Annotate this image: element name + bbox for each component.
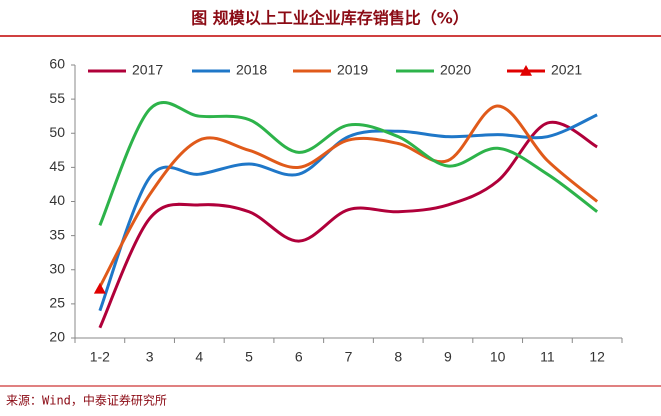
legend-label: 2018 xyxy=(236,62,267,78)
series-line xyxy=(98,104,599,288)
y-tick-label: 55 xyxy=(49,90,65,106)
x-tick-label: 1-2 xyxy=(90,349,110,365)
y-tick-label: 50 xyxy=(49,124,65,140)
series-line xyxy=(98,101,599,226)
legend-label: 2017 xyxy=(132,62,163,78)
y-tick-label: 40 xyxy=(49,192,65,208)
legend-label: 2019 xyxy=(337,62,368,78)
y-tick-label: 30 xyxy=(49,260,65,276)
source-note: 来源：Wind，中泰证券研究所 xyxy=(6,393,167,408)
legend-label: 2021 xyxy=(551,62,582,78)
chart-title: 图 规模以上工业企业库存销售比（%） xyxy=(191,9,469,28)
x-tick-label: 12 xyxy=(589,349,605,365)
y-tick-label: 60 xyxy=(49,56,65,72)
x-tick-label: 7 xyxy=(345,349,353,365)
y-tick-label: 45 xyxy=(49,158,65,174)
x-tick-label: 10 xyxy=(490,349,506,365)
x-tick-label: 3 xyxy=(146,349,154,365)
y-tick-label: 20 xyxy=(49,329,65,345)
x-tick-label: 5 xyxy=(245,349,253,365)
x-tick-label: 6 xyxy=(295,349,303,365)
legend-marker xyxy=(520,65,532,76)
x-tick-label: 11 xyxy=(540,349,555,365)
series-line xyxy=(98,113,598,312)
y-tick-label: 25 xyxy=(49,295,65,311)
series-marker xyxy=(93,282,106,294)
x-tick-label: 4 xyxy=(195,349,203,365)
legend-label: 2020 xyxy=(440,62,471,78)
x-tick-label: 9 xyxy=(444,349,452,365)
series-line xyxy=(98,120,598,329)
x-tick-label: 8 xyxy=(394,349,402,365)
y-tick-label: 35 xyxy=(49,226,65,242)
